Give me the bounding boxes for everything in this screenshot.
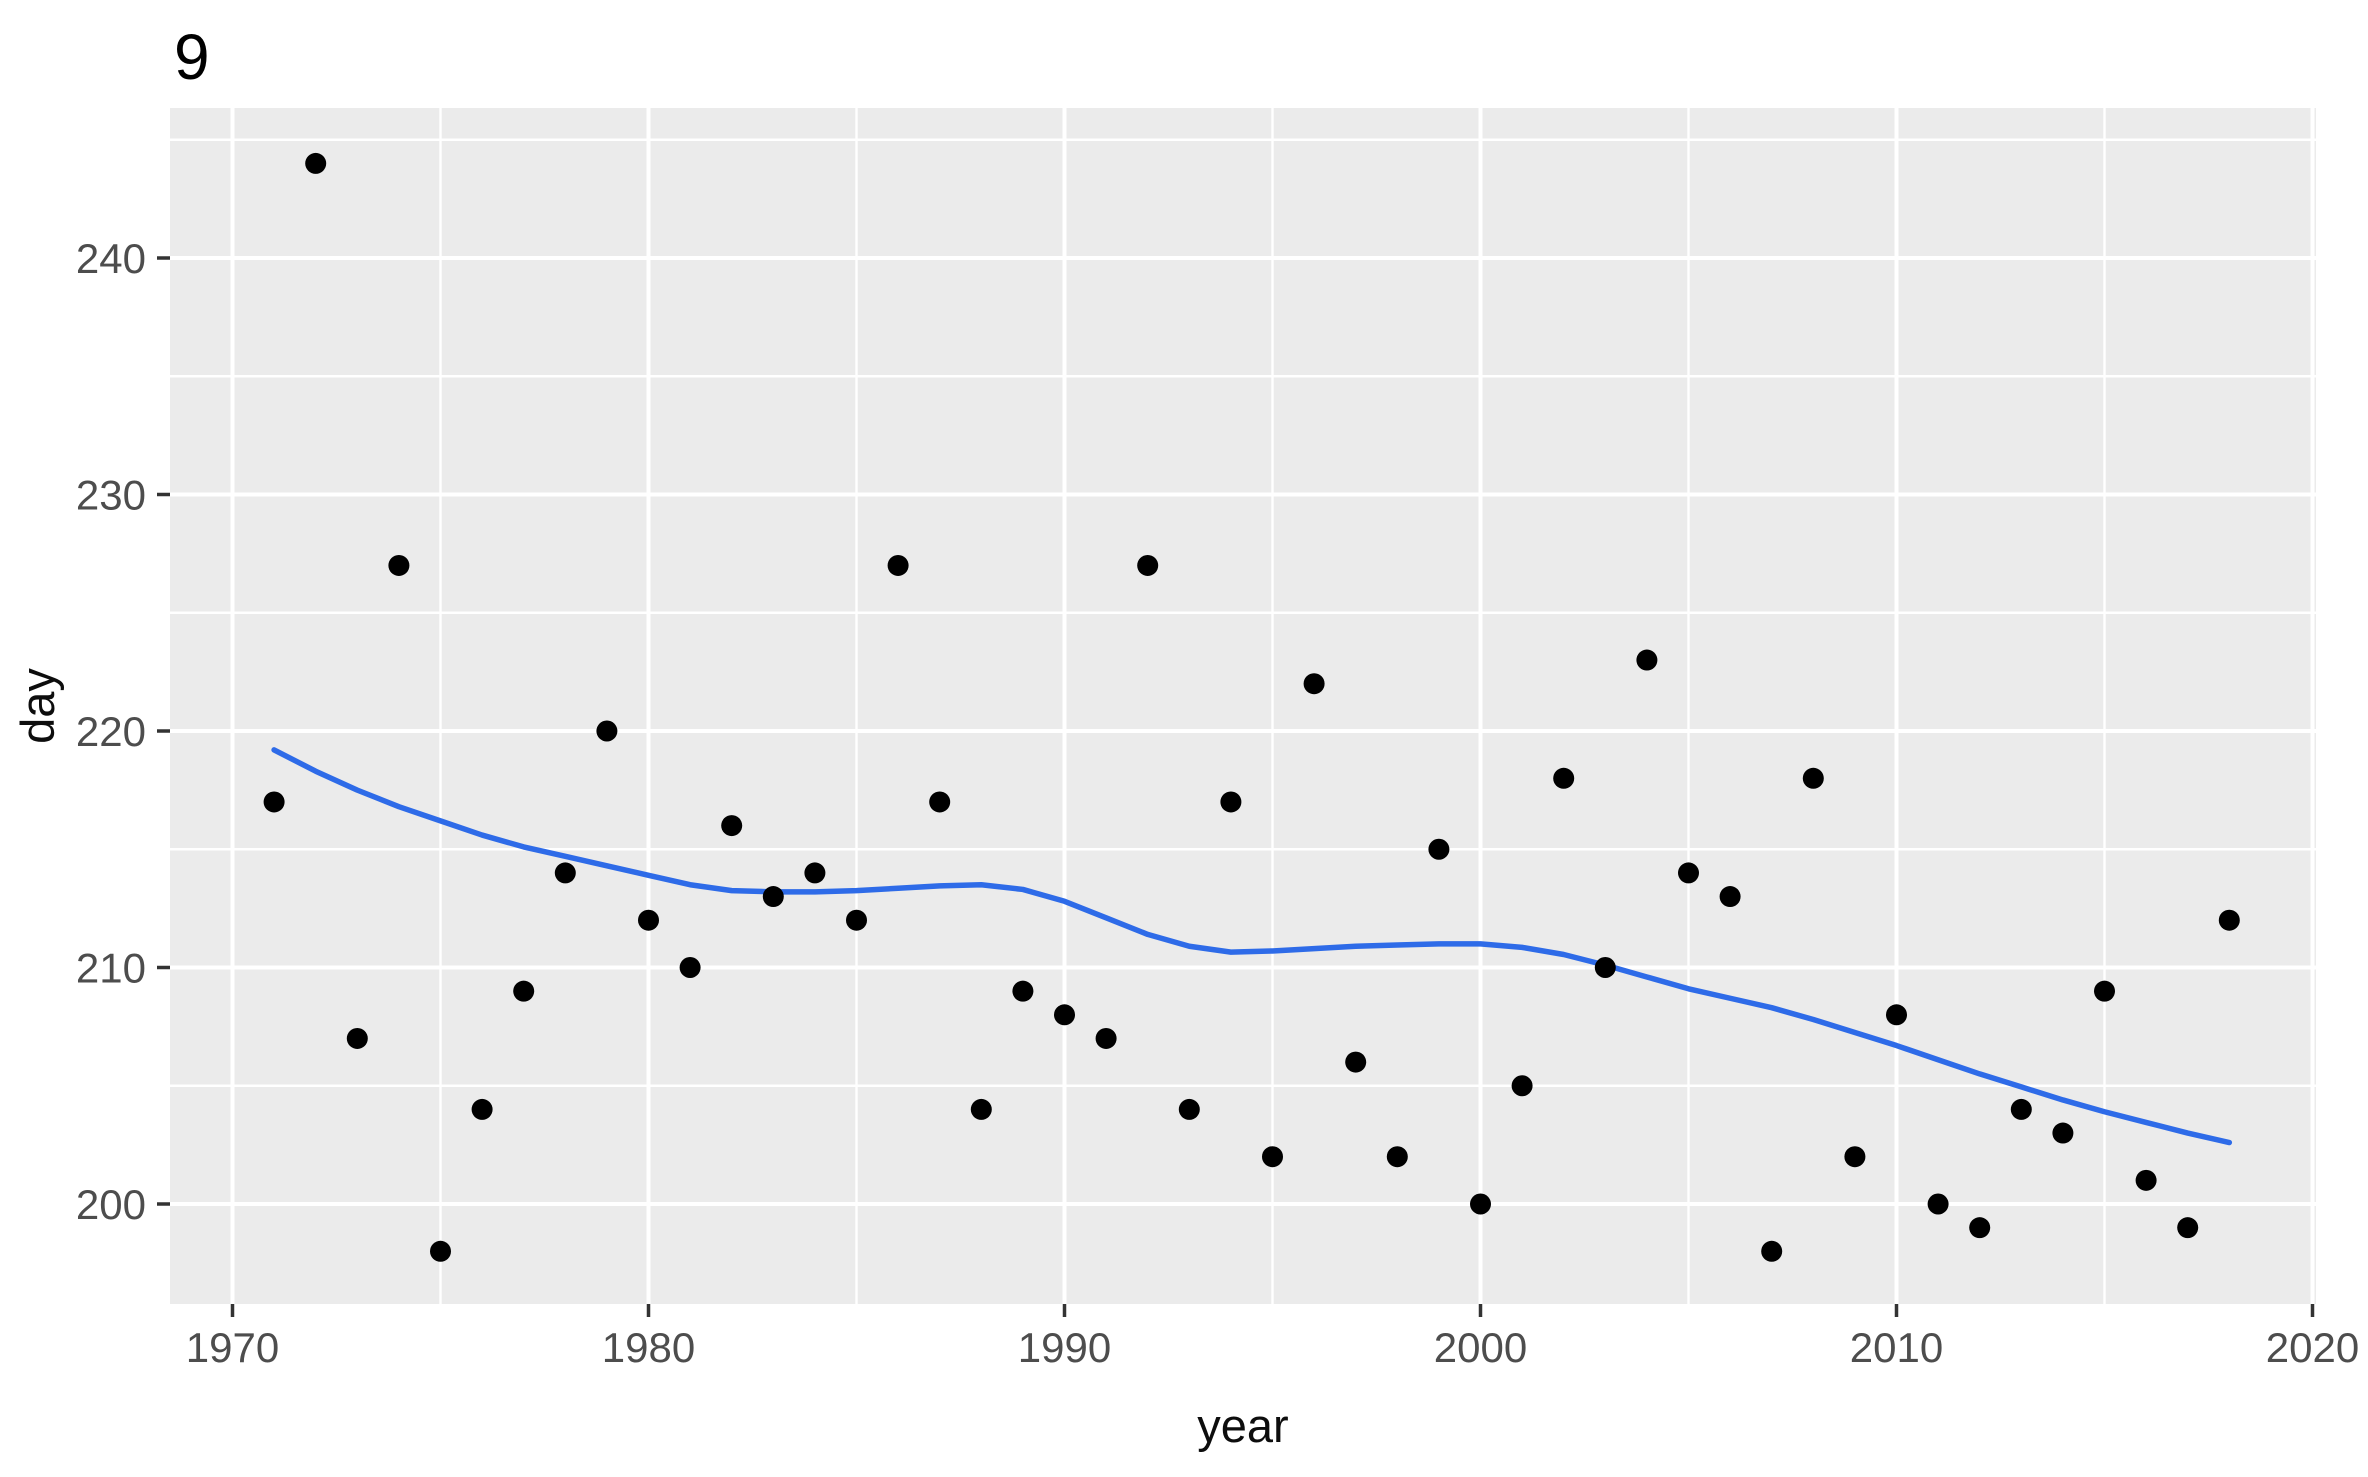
scatter-point <box>1719 886 1741 908</box>
scatter-point <box>1511 1075 1533 1097</box>
x-tick-label: 2020 <box>2266 1324 2359 1371</box>
x-axis-title: year <box>1197 1399 1288 1452</box>
scatter-point <box>2218 909 2240 931</box>
scatter-point <box>1470 1193 1491 1215</box>
scatter-point <box>1802 767 1824 789</box>
y-tick-label: 240 <box>76 235 146 282</box>
scatter-point <box>804 862 826 884</box>
scatter-point <box>2177 1217 2199 1239</box>
scatter-point <box>887 554 909 576</box>
y-tick-label: 210 <box>76 945 146 992</box>
scatter-point <box>513 980 535 1002</box>
scatter-point <box>1428 838 1450 860</box>
scatter-point <box>554 862 576 884</box>
scatter-point <box>388 554 410 576</box>
scatter-point <box>1303 673 1325 695</box>
scatter-point <box>762 886 784 908</box>
scatter-point <box>679 957 701 978</box>
x-tick-label: 1970 <box>186 1324 279 1371</box>
scatter-point <box>1636 649 1658 671</box>
scatter-point <box>1927 1193 1949 1215</box>
scatter-point <box>1386 1146 1408 1168</box>
y-tick-label: 220 <box>76 708 146 755</box>
scatter-point <box>471 1098 493 1120</box>
scatter-point <box>305 152 327 174</box>
scatter-point <box>929 791 951 813</box>
scatter-point <box>2010 1098 2032 1120</box>
x-tick-label: 1980 <box>602 1324 695 1371</box>
scatter-point <box>1054 1004 1075 1026</box>
plot-title: 9 <box>174 21 210 93</box>
scatter-point <box>346 1027 368 1049</box>
scatter-point <box>846 909 867 931</box>
scatter-point <box>1137 554 1159 576</box>
scatter-point <box>1678 862 1699 884</box>
scatter-point <box>1594 957 1616 978</box>
scatter-point <box>638 909 659 931</box>
scatter-point <box>1886 1004 1907 1026</box>
scatter-point <box>1844 1146 1866 1168</box>
scatter-point <box>1012 980 1034 1002</box>
scatter-point <box>970 1098 992 1120</box>
scatter-point <box>1178 1098 1200 1120</box>
scatter-point <box>1761 1240 1783 1262</box>
scatter-point <box>263 791 285 813</box>
scatter-point <box>721 815 743 837</box>
y-axis-title: day <box>11 668 64 744</box>
scatter-point <box>1262 1146 1283 1168</box>
x-tick-label: 2010 <box>1850 1324 1943 1371</box>
x-tick-label: 2000 <box>1434 1324 1527 1371</box>
scatter-point <box>596 720 618 742</box>
scatter-point <box>1553 767 1575 789</box>
scatter-point <box>2052 1122 2074 1144</box>
scatter-point <box>2094 980 2115 1002</box>
scatter-point <box>2135 1169 2157 1191</box>
smooth-line <box>271 747 2233 1146</box>
y-tick-label: 230 <box>76 472 146 519</box>
panel-background <box>170 108 2316 1304</box>
scatter-point <box>1345 1051 1367 1073</box>
scatter-point <box>1220 791 1242 813</box>
scatter-point <box>1969 1217 1991 1239</box>
x-tick-label: 1990 <box>1018 1324 1111 1371</box>
scatter-point <box>430 1240 451 1262</box>
scatter-point <box>1095 1027 1117 1049</box>
y-tick-label: 200 <box>76 1181 146 1228</box>
